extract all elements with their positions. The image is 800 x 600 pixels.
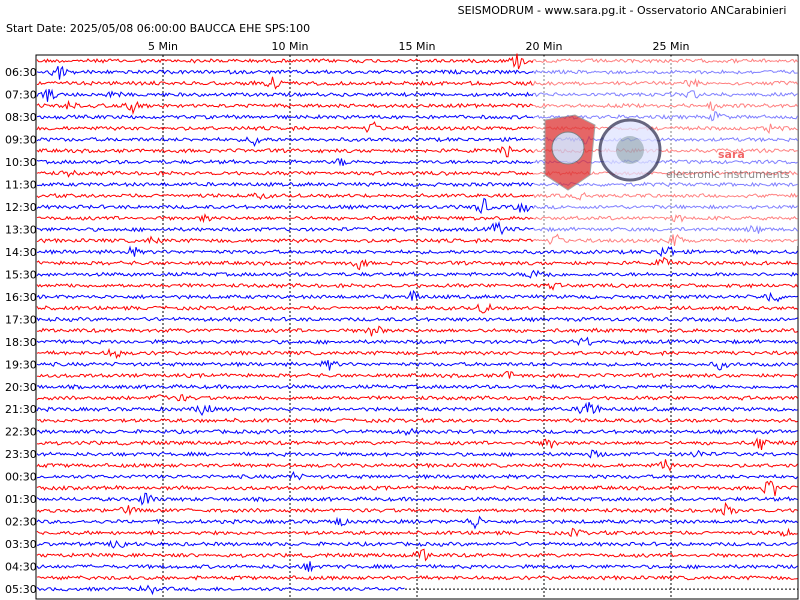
logo: sara electronic instruments <box>544 114 790 191</box>
trace <box>37 370 798 379</box>
trace <box>37 539 798 549</box>
trace <box>36 289 798 303</box>
trace <box>36 437 798 450</box>
trace <box>36 256 798 271</box>
trace <box>36 316 798 323</box>
minute-label: 15 Min <box>398 40 435 53</box>
trace <box>36 417 798 424</box>
time-label: 01:30 <box>5 493 37 506</box>
start-info: Start Date: 2025/05/08 06:00:00 BAUCCA E… <box>6 22 310 35</box>
time-label: 03:30 <box>5 538 37 551</box>
trace <box>36 449 798 459</box>
logo-seal <box>551 131 585 165</box>
time-label: 23:30 <box>5 448 37 461</box>
trace <box>36 527 798 538</box>
trace <box>36 574 798 581</box>
time-label: 13:30 <box>5 223 37 236</box>
time-label: 22:30 <box>5 426 37 439</box>
trace <box>36 492 798 506</box>
logo-tagline: electronic instruments <box>666 168 790 181</box>
trace <box>36 427 798 437</box>
header-title: SEISMODRUM - www.sara.pg.it - Osservator… <box>458 4 787 17</box>
trace <box>36 561 798 573</box>
time-label: 04:30 <box>5 561 37 574</box>
trace <box>36 325 798 337</box>
trace <box>36 336 798 346</box>
time-label: 18:30 <box>5 336 37 349</box>
trace <box>36 501 798 516</box>
time-label: 10:30 <box>5 156 37 169</box>
trace <box>36 584 405 596</box>
time-label: 12:30 <box>5 201 37 214</box>
time-label: 21:30 <box>5 403 37 416</box>
time-label: 14:30 <box>5 246 37 259</box>
minute-label: 20 Min <box>525 40 562 53</box>
minute-label: 5 Min <box>148 40 178 53</box>
grid <box>162 55 672 599</box>
time-label: 08:30 <box>5 111 37 124</box>
trace <box>36 359 798 371</box>
trace <box>36 394 798 402</box>
trace <box>36 515 798 530</box>
time-label: 02:30 <box>5 516 37 529</box>
trace <box>36 269 798 279</box>
trace <box>36 480 798 497</box>
time-label: 16:30 <box>5 291 37 304</box>
trace <box>36 245 798 258</box>
logo-ring-center <box>616 136 644 164</box>
trace <box>36 302 798 314</box>
trace <box>36 548 798 562</box>
trace <box>36 402 798 416</box>
trace <box>36 347 798 360</box>
time-label: 09:30 <box>5 133 37 146</box>
trace <box>36 282 798 291</box>
time-label: 17:30 <box>5 313 37 326</box>
time-label: 19:30 <box>5 358 37 371</box>
trace <box>36 383 798 390</box>
minute-label: 25 Min <box>652 40 689 53</box>
trace <box>36 459 798 472</box>
time-label: 00:30 <box>5 471 37 484</box>
time-label: 11:30 <box>5 178 37 191</box>
trace <box>36 470 798 481</box>
minute-label: 10 Min <box>271 40 308 53</box>
time-label: 05:30 <box>5 583 37 596</box>
time-label: 20:30 <box>5 381 37 394</box>
time-label: 07:30 <box>5 89 37 102</box>
logo-brand: sara <box>718 148 745 161</box>
time-label: 15:30 <box>5 268 37 281</box>
time-label: 06:30 <box>5 66 37 79</box>
